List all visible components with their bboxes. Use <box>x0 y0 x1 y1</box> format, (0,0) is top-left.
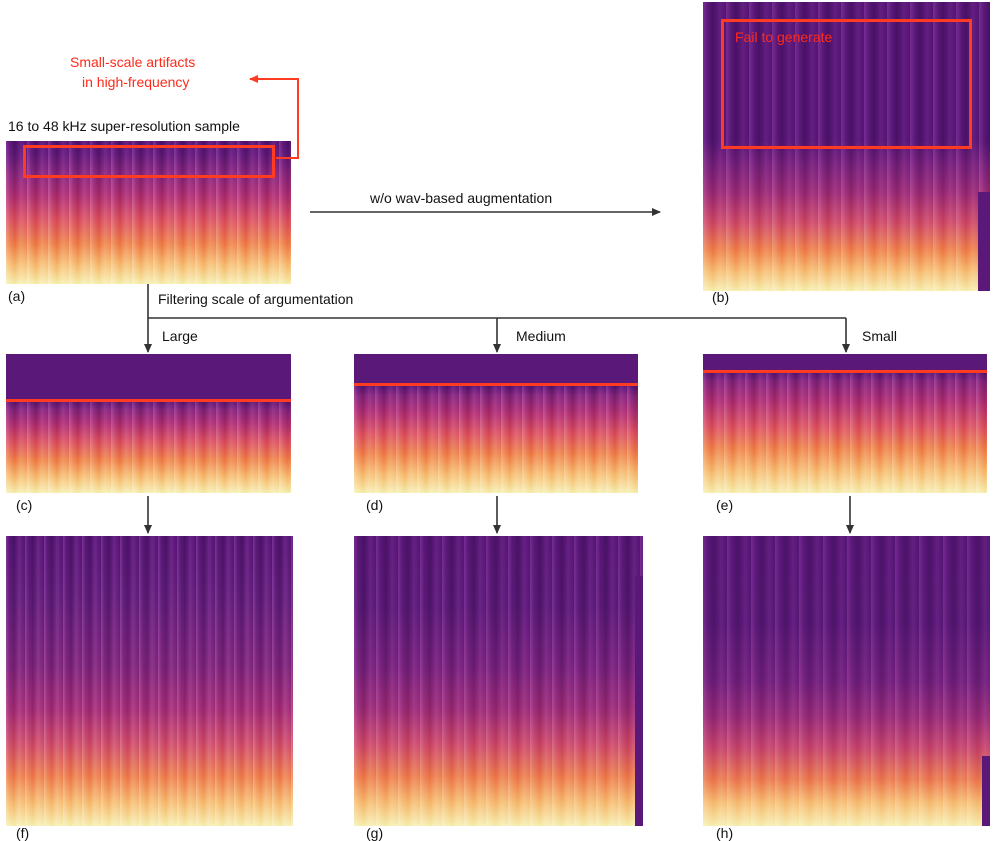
scale-label-medium: Medium <box>516 328 566 344</box>
caption-a: (a) <box>8 288 26 304</box>
spectrogram-g <box>354 536 643 826</box>
caption-b: (b) <box>712 289 730 305</box>
scale-label-large: Large <box>162 328 198 344</box>
artifact-highlight-box <box>23 145 275 178</box>
caption-e: (e) <box>716 497 734 513</box>
spectrogram-e <box>703 354 987 493</box>
fail-highlight-box <box>721 19 972 149</box>
spectrogram-d <box>354 354 638 493</box>
fail-label: Fail to generate <box>735 29 833 45</box>
cutoff-line-large <box>6 399 291 402</box>
scale-label-small: Small <box>862 328 898 344</box>
annotation-line-2: in high-frequency <box>82 74 190 90</box>
spectrogram-c <box>6 354 291 493</box>
branch-label: Filtering scale of argumentation <box>158 291 354 307</box>
caption-f: (f) <box>16 825 30 841</box>
caption-d: (d) <box>366 497 384 513</box>
cutoff-line-medium <box>354 383 638 386</box>
spectrogram-f <box>6 536 293 826</box>
caption-c: (c) <box>16 497 33 513</box>
arrow-label: w/o wav-based augmentation <box>370 190 553 206</box>
sample-title: 16 to 48 kHz super-resolution sample <box>8 118 240 134</box>
spectrogram-h <box>703 536 990 826</box>
spectrogram-a <box>6 141 291 284</box>
caption-g: (g) <box>366 825 384 841</box>
caption-h: (h) <box>716 825 734 841</box>
artifact-annotation-arrow <box>249 75 299 159</box>
annotation-line-1: Small-scale artifacts <box>70 54 196 70</box>
cutoff-line-small <box>703 370 987 373</box>
